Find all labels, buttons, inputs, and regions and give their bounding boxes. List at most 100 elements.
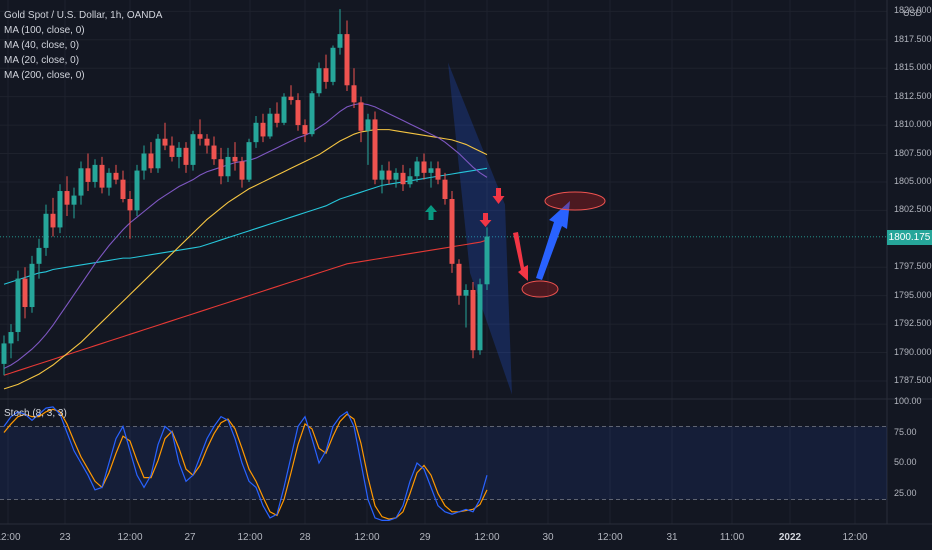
candle bbox=[43, 204, 49, 256]
price-tick-label: 1795.000 bbox=[894, 289, 932, 300]
candle-body bbox=[484, 236, 490, 285]
stoch-title[interactable]: Stoch (8, 3, 3) bbox=[4, 408, 67, 419]
candle bbox=[470, 282, 476, 359]
candle bbox=[36, 238, 42, 279]
candle-body bbox=[323, 68, 329, 82]
candle-body bbox=[470, 289, 476, 351]
time-tick-label: 12:00 bbox=[0, 532, 21, 543]
time-tick-label: 2022 bbox=[778, 532, 802, 543]
candle-body bbox=[337, 34, 343, 48]
price-tick-label: 1802.500 bbox=[894, 204, 932, 215]
candle-body bbox=[421, 161, 427, 173]
legend-ma200[interactable]: MA (200, close, 0) bbox=[4, 70, 85, 81]
candle-body bbox=[344, 34, 350, 86]
candle bbox=[148, 142, 154, 173]
candle-body bbox=[162, 138, 168, 146]
candle-body bbox=[449, 199, 455, 264]
candle bbox=[1, 335, 7, 376]
time-tick-label: 28 bbox=[299, 532, 311, 543]
time-tick-label: 27 bbox=[184, 532, 196, 543]
candle bbox=[211, 136, 217, 165]
red-projection-arrow bbox=[513, 232, 528, 281]
stoch-band bbox=[0, 426, 887, 500]
candle bbox=[246, 138, 252, 182]
candle bbox=[78, 161, 84, 205]
candle bbox=[155, 134, 161, 173]
candle bbox=[428, 161, 434, 188]
legend-ma40[interactable]: MA (40, close, 0) bbox=[4, 40, 80, 51]
candle-body bbox=[281, 96, 287, 123]
candle-body bbox=[379, 170, 385, 180]
candle bbox=[393, 168, 399, 188]
candle-body bbox=[113, 172, 119, 180]
candle bbox=[162, 122, 168, 151]
candle-body bbox=[218, 159, 224, 177]
time-tick-label: 12:00 bbox=[842, 532, 868, 543]
candle bbox=[407, 168, 413, 188]
candle-body bbox=[190, 134, 196, 165]
candle-body bbox=[393, 172, 399, 180]
time-tick-label: 23 bbox=[59, 532, 71, 543]
candle bbox=[134, 164, 140, 217]
candle-body bbox=[57, 191, 63, 228]
candle-body bbox=[232, 156, 238, 162]
legend-title[interactable]: Gold Spot / U.S. Dollar, 1h, OANDA bbox=[4, 10, 163, 21]
candle-body bbox=[64, 191, 70, 205]
candle-body bbox=[407, 176, 413, 185]
candle bbox=[351, 68, 357, 109]
candle bbox=[477, 278, 483, 355]
candle bbox=[8, 324, 14, 359]
candle bbox=[239, 156, 245, 188]
candle-body bbox=[302, 125, 308, 135]
candle bbox=[442, 172, 448, 205]
candle-body bbox=[442, 179, 448, 199]
candle bbox=[274, 102, 280, 128]
candle bbox=[379, 164, 385, 194]
price-tick-label: 1787.500 bbox=[894, 374, 932, 385]
candle-body bbox=[456, 263, 462, 296]
stoch-tick-label: 50.00 bbox=[894, 457, 917, 467]
candle bbox=[421, 153, 427, 180]
currency-label[interactable]: USD bbox=[903, 8, 923, 18]
candle bbox=[29, 255, 35, 313]
candle-body bbox=[260, 122, 266, 137]
ma200-line bbox=[3, 239, 488, 376]
candle bbox=[337, 9, 343, 55]
current-price-tag: 1800.175 bbox=[887, 230, 932, 245]
candle bbox=[232, 142, 238, 171]
candle bbox=[288, 85, 294, 105]
ma20-line bbox=[3, 102, 488, 369]
candle bbox=[50, 197, 56, 237]
candle-body bbox=[155, 138, 161, 169]
candle-body bbox=[372, 119, 378, 180]
candle bbox=[400, 164, 406, 192]
candle bbox=[449, 191, 455, 273]
candles bbox=[1, 9, 490, 376]
time-tick-label: 12:00 bbox=[117, 532, 143, 543]
candle-body bbox=[22, 278, 28, 308]
time-tick-label: 12:00 bbox=[474, 532, 500, 543]
legend: Gold Spot / U.S. Dollar, 1h, OANDA MA (1… bbox=[4, 8, 162, 83]
legend-ma20[interactable]: MA (20, close, 0) bbox=[4, 55, 80, 66]
candle bbox=[225, 147, 231, 182]
candle bbox=[330, 45, 336, 86]
green-up-arrow bbox=[425, 205, 437, 220]
candle-body bbox=[225, 156, 231, 177]
candle-body bbox=[92, 164, 98, 182]
annotations bbox=[425, 188, 606, 298]
candle-body bbox=[211, 145, 217, 160]
candle-body bbox=[169, 145, 175, 157]
candle bbox=[141, 145, 147, 180]
legend-ma100[interactable]: MA (100, close, 0) bbox=[4, 25, 85, 36]
candle-body bbox=[99, 164, 105, 188]
candle-body bbox=[15, 278, 21, 333]
candle-body bbox=[197, 134, 203, 139]
candle bbox=[253, 115, 259, 148]
candle bbox=[106, 168, 112, 196]
candle-body bbox=[36, 247, 42, 264]
candle-body bbox=[148, 153, 154, 169]
candle-body bbox=[463, 289, 469, 296]
stoch-tick-label: 100.00 bbox=[894, 396, 922, 406]
candle-body bbox=[141, 153, 147, 171]
